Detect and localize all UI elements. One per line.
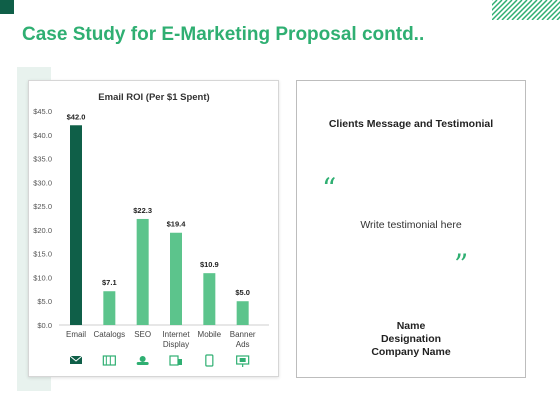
- y-tick-label: $5.0: [37, 297, 52, 306]
- bar-value-label: $19.4: [167, 220, 187, 229]
- testimonial-heading: Clients Message and Testimonial: [328, 118, 494, 130]
- bar: [170, 232, 182, 325]
- x-category-label: Display: [163, 340, 189, 349]
- hatch-line: [492, 0, 503, 12]
- x-category-label: SEO: [134, 330, 151, 339]
- chart-card: Email ROI (Per $1 Spent) $0.0 $5.0 $10.0 $15…: [28, 80, 279, 377]
- y-tick-label: $15.0: [33, 250, 52, 259]
- hatch-line: [492, 0, 508, 17]
- hatch-line: [546, 5, 560, 20]
- hatch-decoration: [492, 0, 560, 20]
- email-icon: [69, 355, 83, 364]
- close-quote-icon: ”: [454, 248, 469, 281]
- client-company: Company Name: [371, 346, 451, 358]
- hatch-line: [521, 0, 543, 20]
- hatch-line: [531, 0, 553, 20]
- hatch-line: [492, 0, 513, 20]
- x-category-label: Email: [66, 330, 86, 339]
- y-tick-label: $35.0: [33, 155, 52, 164]
- mobile-icon: [205, 354, 214, 367]
- slide-title: Case Study for E-Marketing Proposal cont…: [22, 24, 425, 45]
- testimonial-card: Clients Message and Testimonial “ Write …: [296, 80, 526, 378]
- bar: [103, 291, 116, 325]
- hatch-line: [526, 0, 548, 20]
- hatch-line: [541, 0, 560, 20]
- hatch-line: [501, 0, 523, 20]
- client-details: Name Designation Company Name: [297, 320, 525, 359]
- banner-ads-icon: [236, 355, 250, 367]
- hatch-line: [551, 10, 560, 20]
- x-category-label: Catalogs: [94, 330, 126, 339]
- catalog-icon: [102, 355, 116, 366]
- internet-display-icon: [169, 355, 182, 366]
- x-category-label: Internet: [162, 330, 190, 339]
- hatch-line: [536, 0, 558, 20]
- y-tick-label: $0.0: [37, 321, 52, 330]
- bar-chart: Email ROI (Per $1 Spent) $0.0 $5.0 $10.0 $15…: [33, 92, 269, 367]
- x-category-label: Ads: [236, 340, 250, 349]
- hatch-line: [516, 0, 538, 20]
- bar-value-label: $7.1: [102, 278, 117, 287]
- y-tick-label: $20.0: [33, 226, 52, 235]
- chart-title: Email ROI (Per $1 Spent): [98, 92, 209, 103]
- bar: [70, 125, 82, 325]
- bar-value-label: $22.3: [133, 206, 152, 215]
- bar-value-label: $42.0: [67, 112, 86, 121]
- y-tick-label: $40.0: [33, 131, 52, 140]
- y-tick-label: $30.0: [33, 178, 52, 187]
- open-quote-icon: “: [322, 172, 337, 205]
- hatch-line: [496, 0, 518, 20]
- bar: [236, 301, 249, 325]
- hatch-line: [492, 0, 498, 7]
- hatch-line: [506, 0, 528, 20]
- y-tick-label: $45.0: [33, 107, 52, 116]
- hatch-line: [511, 0, 533, 20]
- corner-accent-block: [0, 0, 14, 14]
- x-category-label: Banner: [230, 330, 256, 339]
- x-category-label: Mobile: [198, 330, 222, 339]
- testimonial-text: Write testimonial here: [360, 219, 462, 231]
- y-tick-label: $25.0: [33, 202, 52, 211]
- bar-value-label: $10.9: [200, 260, 219, 269]
- client-designation: Designation: [380, 333, 442, 345]
- bar: [136, 218, 149, 325]
- bar-value-label: $5.0: [235, 288, 250, 297]
- seo-icon: [136, 356, 149, 365]
- client-name: Name: [396, 320, 426, 332]
- bar: [203, 273, 216, 325]
- y-tick-label: $10.0: [33, 273, 52, 282]
